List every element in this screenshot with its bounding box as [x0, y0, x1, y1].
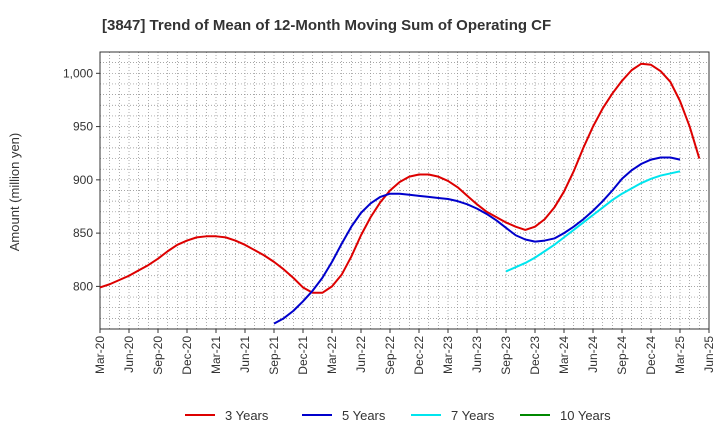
x-tick-label: Jun-20 [122, 336, 136, 373]
legend: 3 Years 5 Years 7 Years 10 Years [185, 408, 611, 423]
x-tick-label: Jun-25 [702, 336, 716, 373]
y-tick-label: 1,000 [63, 66, 93, 80]
x-tick-label: Mar-22 [325, 336, 339, 374]
chart-title: [3847] Trend of Mean of 12-Month Moving … [102, 17, 551, 34]
x-tick-label: Mar-25 [673, 336, 687, 374]
series-line-7-years [505, 170, 681, 273]
y-tick-label: 850 [73, 226, 93, 240]
x-tick-label: Dec-24 [644, 336, 658, 375]
y-tick-label: 800 [73, 279, 93, 293]
x-tick-label: Sep-22 [383, 336, 397, 375]
legend-label-10-years: 10 Years [560, 408, 611, 423]
y-tick-label: 900 [73, 173, 93, 187]
legend-label-3-years: 3 Years [225, 408, 269, 423]
x-tick-label: Sep-21 [267, 336, 281, 375]
x-tick-label: Sep-20 [151, 336, 165, 375]
x-tick-label: Dec-22 [412, 336, 426, 375]
y-axis: 800 850 900 950 1,000 [63, 66, 100, 293]
x-tick-label: Jun-24 [586, 336, 600, 373]
y-axis-label: Amount (million yen) [7, 133, 22, 252]
x-tick-label: Mar-24 [557, 336, 571, 374]
x-tick-label: Mar-20 [93, 336, 107, 374]
series-line-5-years [273, 156, 681, 325]
x-tick-label: Jun-21 [238, 336, 252, 373]
x-tick-label: Jun-23 [470, 336, 484, 373]
series-line-3-years [99, 62, 701, 294]
x-tick-label: Jun-22 [354, 336, 368, 373]
y-tick-label: 950 [73, 120, 93, 134]
x-tick-label: Dec-21 [296, 336, 310, 375]
x-axis: Mar-20 Jun-20 Sep-20 Dec-20 Mar-21 Jun-21 Sep-… [93, 329, 716, 375]
legend-label-5-years: 5 Years [342, 408, 386, 423]
x-tick-label: Sep-23 [499, 336, 513, 375]
legend-label-7-years: 7 Years [451, 408, 495, 423]
x-tick-label: Sep-24 [615, 336, 629, 375]
series-lines [99, 62, 701, 325]
x-tick-label: Mar-23 [441, 336, 455, 374]
x-tick-label: Dec-20 [180, 336, 194, 375]
plot-area [99, 51, 710, 330]
gridlines [100, 52, 709, 329]
x-tick-label: Dec-23 [528, 336, 542, 375]
x-tick-label: Mar-21 [209, 336, 223, 374]
